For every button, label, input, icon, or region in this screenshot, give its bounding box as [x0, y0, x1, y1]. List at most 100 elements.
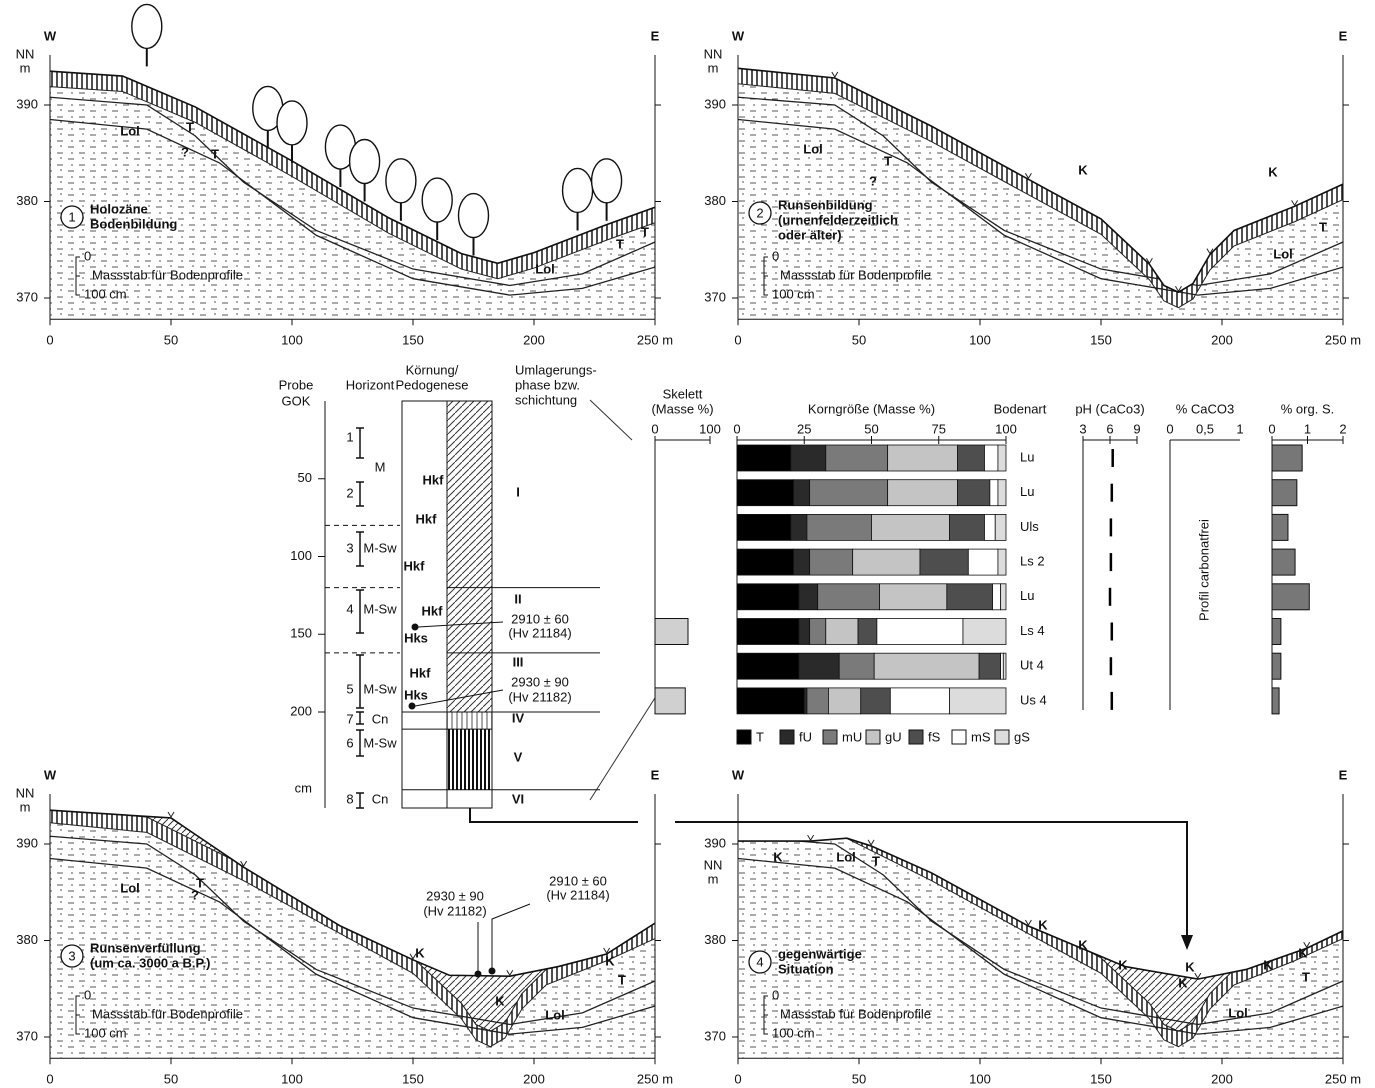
- bar-segment: [799, 619, 810, 645]
- bar-segment: [804, 688, 807, 714]
- x-tick-label: 2: [1339, 421, 1346, 436]
- unit-symbol: T: [618, 972, 626, 987]
- sample-dot: [489, 968, 496, 975]
- bar-segment: [737, 619, 799, 645]
- bar-segment: [958, 480, 990, 506]
- panel-title: Runsenbildung: [778, 197, 873, 212]
- horizon-label: M-Sw: [363, 601, 397, 616]
- bar-segment: [958, 445, 985, 471]
- feature-label: Hkf: [410, 665, 432, 680]
- bar-segment: [993, 584, 1001, 610]
- bar: [1272, 584, 1309, 610]
- sample-number: 7: [346, 711, 353, 726]
- sample-dot: [475, 971, 482, 978]
- bar: [1272, 619, 1281, 645]
- unit-label: m: [708, 60, 719, 75]
- column-header: Horizont: [346, 377, 395, 392]
- tree-crown: [277, 101, 307, 145]
- unit-symbol: T: [211, 146, 219, 161]
- sample-bracket: [356, 712, 364, 724]
- direction-label: W: [44, 767, 57, 782]
- feature-label: Hkf: [416, 511, 438, 526]
- unit-symbol: K: [1078, 162, 1088, 177]
- x-tick-label: 50: [852, 1072, 866, 1087]
- unit-symbol: T: [186, 119, 194, 134]
- bar-segment: [950, 514, 985, 540]
- x-tick-label: 200: [523, 333, 545, 348]
- x-tick-label: 0: [733, 421, 740, 436]
- x-tick-label: 100: [699, 421, 721, 436]
- bar-segment: [807, 688, 829, 714]
- y-tick-label: 380: [16, 932, 38, 947]
- legend-swatch: [909, 730, 923, 744]
- x-tick-label: 9: [1133, 421, 1140, 436]
- y-tick-label: 380: [704, 193, 726, 208]
- bar-segment: [968, 549, 998, 575]
- y-tick-label: 370: [704, 289, 726, 304]
- bar: [655, 688, 685, 714]
- link-line: [590, 400, 660, 800]
- bar-segment: [737, 584, 799, 610]
- unit-symbol: K: [1178, 975, 1188, 990]
- bar: [655, 619, 688, 645]
- y-tick-label: 380: [16, 193, 38, 208]
- x-tick-label: 0: [651, 421, 658, 436]
- bar-segment: [963, 619, 1006, 645]
- scale-label: Massstab für Bodenprofile: [780, 267, 931, 282]
- unit-symbol: K: [1078, 937, 1088, 952]
- grass: [808, 835, 814, 840]
- bar-segment: [810, 480, 888, 506]
- unit-symbol: K: [773, 849, 783, 864]
- x-tick-label: 150: [402, 333, 424, 348]
- direction-label: W: [732, 767, 745, 782]
- panel-title: Situation: [778, 961, 834, 976]
- sample-number: 3: [346, 540, 353, 555]
- x-tick-label: 150: [1090, 1072, 1112, 1087]
- column-header: schichtung: [515, 392, 577, 407]
- bar-segment: [998, 549, 1006, 575]
- scale-label: 100 cm: [772, 286, 815, 301]
- x-tick-label: 250 m: [1325, 1072, 1361, 1087]
- unit-symbol: Lol: [535, 261, 555, 276]
- x-tick-label: 3: [1079, 421, 1086, 436]
- unit-label: NN: [16, 46, 35, 61]
- y-tick-label: 370: [16, 1028, 38, 1043]
- unit-symbol: T: [641, 224, 649, 239]
- x-tick-label: 50: [164, 333, 178, 348]
- bar-segment: [995, 514, 1006, 540]
- note: Profil carbonatfrei: [1196, 519, 1211, 621]
- direction-label: E: [1339, 767, 1348, 782]
- horizon-label: M: [375, 459, 386, 474]
- y-tick-label: 390: [16, 96, 38, 111]
- fill: [447, 729, 492, 790]
- bar-segment: [880, 584, 947, 610]
- sample-dot: [409, 703, 416, 710]
- column-header: GOK: [282, 393, 311, 408]
- sample-bracket: [356, 428, 364, 458]
- feature-label: Hks: [404, 630, 428, 645]
- scale-label: Massstab für Bodenprofile: [780, 1006, 931, 1021]
- bar-segment: [826, 619, 858, 645]
- column-header: Körnung/: [406, 362, 459, 377]
- bar-segment: [737, 653, 799, 679]
- direction-label: W: [732, 28, 745, 43]
- unit-symbol: T: [884, 153, 892, 168]
- fill: [447, 712, 492, 729]
- panel-number: 2: [756, 205, 763, 220]
- x-tick-label: 150: [402, 1072, 424, 1087]
- sample-number: 6: [346, 735, 353, 750]
- bar-segment: [990, 480, 998, 506]
- figure: 390380370050100150200250 mWENNm1Holozäne…: [0, 0, 1375, 1088]
- panel-title: Holozäne: [90, 201, 148, 216]
- legend-swatch: [952, 730, 966, 744]
- profile: 50100150200cmProbeGOKHorizontKörnung/Ped…: [279, 362, 600, 808]
- bar-segment: [872, 514, 950, 540]
- y-tick-label: 370: [16, 289, 38, 304]
- x-tick-label: 50: [852, 333, 866, 348]
- page: {"panels":[ {"number":"1","title":["Holo…: [0, 0, 1375, 1088]
- unit-symbol: T: [616, 236, 624, 251]
- date-label: (Hv 21182): [423, 903, 486, 918]
- x-tick-label: 0: [46, 1072, 53, 1087]
- legend-swatch: [780, 730, 794, 744]
- x-tick-label: 75: [932, 421, 946, 436]
